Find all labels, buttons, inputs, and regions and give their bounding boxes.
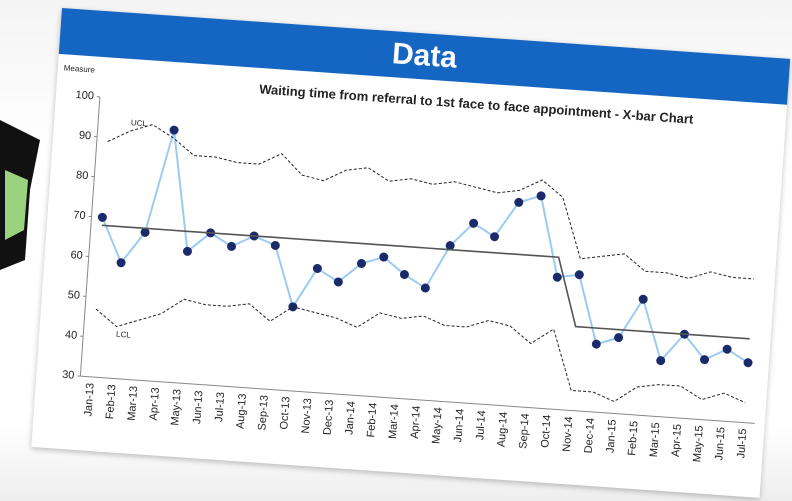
y-axis-label: Measure bbox=[64, 63, 96, 74]
limit-label: UCL bbox=[131, 118, 148, 128]
slide: Data Waiting time from referral to 1st f… bbox=[31, 8, 791, 498]
data-point bbox=[97, 212, 107, 222]
data-point bbox=[356, 259, 366, 269]
data-point bbox=[270, 240, 280, 250]
data-point bbox=[227, 241, 237, 251]
x-tick-label: Jul-14 bbox=[474, 410, 488, 441]
x-tick-label: Mar-13 bbox=[126, 386, 140, 422]
data-point bbox=[638, 294, 648, 304]
x-tick-label: Nov-14 bbox=[561, 416, 575, 452]
data-point bbox=[490, 232, 500, 242]
y-tick-label: 50 bbox=[67, 289, 80, 302]
control-limit bbox=[107, 124, 754, 280]
data-point bbox=[591, 339, 601, 349]
x-tick-label: Jan-13 bbox=[82, 382, 96, 416]
data-point bbox=[182, 246, 192, 256]
data-point bbox=[445, 241, 455, 251]
x-tick-label: Jul-15 bbox=[735, 428, 749, 459]
data-point bbox=[169, 125, 179, 135]
data-point bbox=[656, 356, 666, 366]
x-tick-label: May-15 bbox=[691, 425, 706, 462]
x-tick-label: Feb-15 bbox=[626, 421, 640, 457]
x-tick-label: Jan-15 bbox=[604, 419, 618, 453]
x-tick-label: Jul-13 bbox=[213, 392, 227, 423]
x-tick-label: Sep-14 bbox=[517, 413, 531, 449]
y-tick-label: 60 bbox=[70, 249, 83, 262]
data-point bbox=[420, 283, 430, 293]
data-point bbox=[574, 270, 584, 280]
x-tick-label: Jun-15 bbox=[713, 427, 727, 461]
chart: Waiting time from referral to 1st face t… bbox=[62, 63, 755, 463]
y-tick-label: 80 bbox=[76, 169, 89, 182]
x-tick-label: Jun-13 bbox=[191, 390, 205, 424]
y-tick-label: 100 bbox=[75, 89, 94, 102]
y-axis bbox=[79, 96, 101, 377]
x-tick-label: Aug-13 bbox=[235, 393, 249, 429]
x-tick-label: May-14 bbox=[430, 407, 445, 444]
y-tick-label: 70 bbox=[73, 209, 86, 222]
x-tick-label: Oct-14 bbox=[539, 414, 553, 448]
data-point bbox=[743, 358, 753, 368]
y-tick-label: 90 bbox=[78, 129, 91, 142]
x-tick-label: Aug-14 bbox=[496, 411, 510, 447]
data-point bbox=[312, 263, 322, 273]
limit-label: LCL bbox=[116, 330, 132, 340]
data-point bbox=[469, 218, 479, 228]
center-line bbox=[101, 224, 750, 340]
data-point bbox=[614, 333, 624, 343]
x-tick-label: Apr-14 bbox=[409, 405, 423, 439]
data-line bbox=[101, 129, 749, 364]
x-tick-label: Feb-13 bbox=[104, 384, 118, 420]
data-point bbox=[722, 344, 732, 354]
decoration bbox=[0, 120, 40, 270]
data-point bbox=[514, 197, 524, 207]
x-tick-label: Feb-14 bbox=[365, 402, 379, 438]
x-tick-label: Apr-15 bbox=[670, 424, 684, 458]
x-tick-label: Jan-14 bbox=[343, 401, 357, 435]
x-tick-label: Nov-13 bbox=[300, 398, 314, 434]
x-tick-label: Dec-14 bbox=[583, 417, 597, 453]
data-point bbox=[700, 355, 710, 365]
x-tick-label: May-13 bbox=[169, 389, 184, 426]
data-point bbox=[333, 277, 343, 287]
data-point bbox=[140, 227, 150, 237]
x-tick-label: Apr-13 bbox=[148, 387, 162, 421]
x-tick-label: Mar-14 bbox=[387, 404, 401, 440]
y-tick-label: 30 bbox=[62, 369, 75, 382]
x-tick-label: Oct-13 bbox=[278, 396, 292, 430]
x-tick-label: Dec-13 bbox=[322, 399, 336, 435]
x-tick-label: Sep-13 bbox=[256, 395, 270, 431]
y-tick-label: 40 bbox=[65, 329, 78, 342]
data-point bbox=[116, 258, 126, 268]
x-tick-label: Jun-14 bbox=[452, 408, 466, 442]
x-tick-label: Mar-15 bbox=[648, 422, 662, 458]
x-axis bbox=[80, 375, 755, 424]
data-point bbox=[379, 252, 389, 262]
data-point bbox=[399, 270, 409, 280]
control-limit bbox=[95, 298, 746, 404]
data-point bbox=[552, 272, 562, 282]
data-point bbox=[536, 191, 546, 201]
